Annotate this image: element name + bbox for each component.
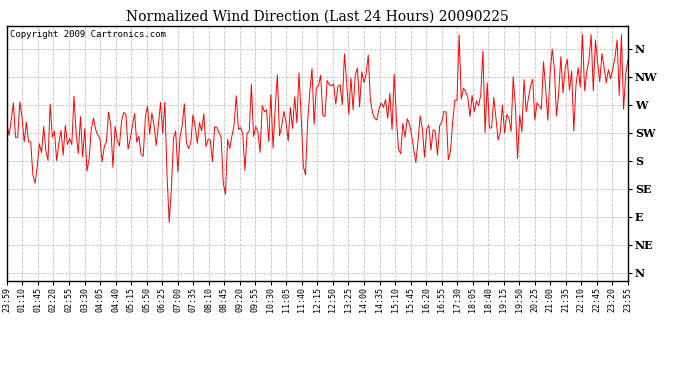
Text: Copyright 2009 Cartronics.com: Copyright 2009 Cartronics.com: [10, 30, 166, 39]
Title: Normalized Wind Direction (Last 24 Hours) 20090225: Normalized Wind Direction (Last 24 Hours…: [126, 10, 509, 24]
